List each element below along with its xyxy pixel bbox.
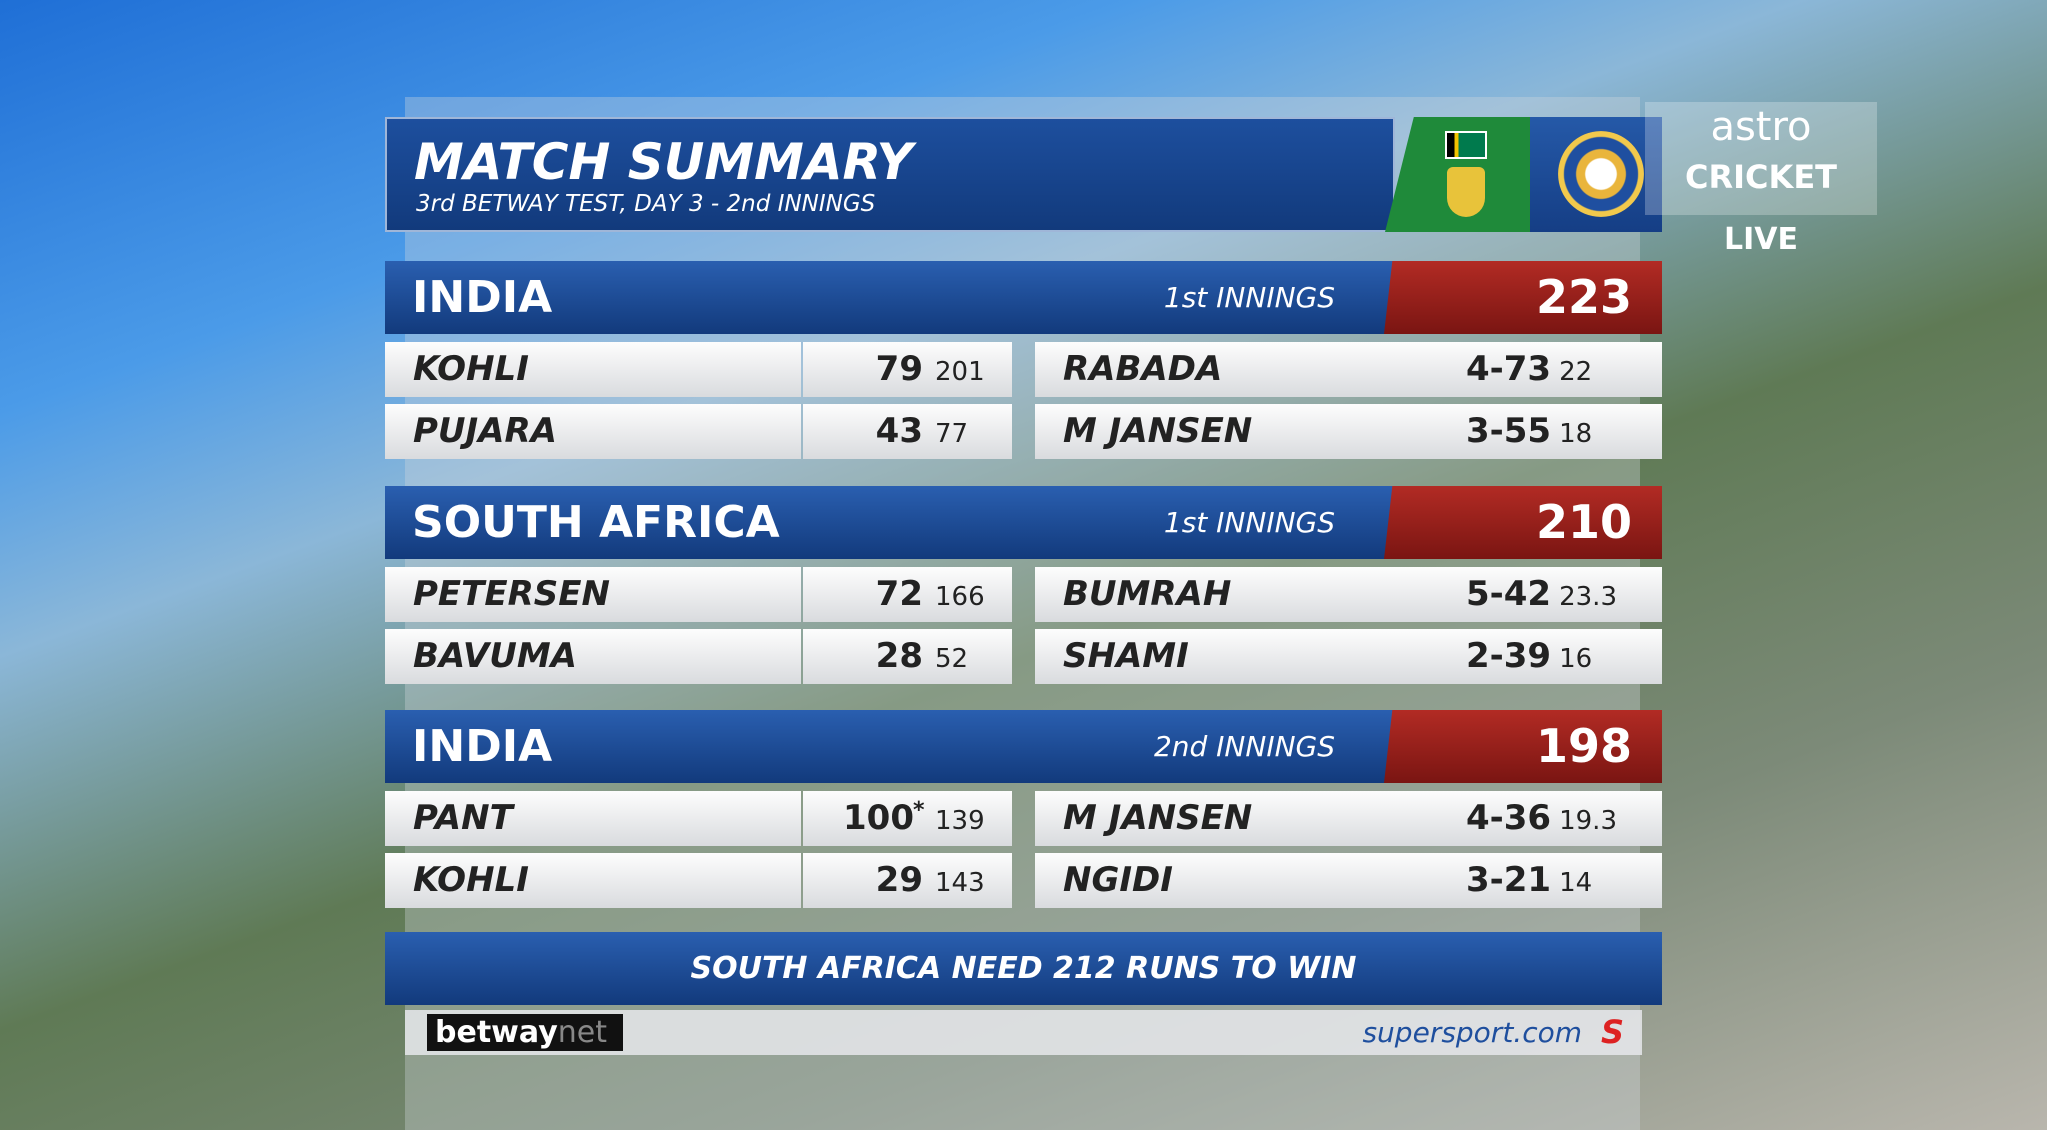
innings-label: 1st INNINGS	[1163, 281, 1335, 314]
batter-score: 79 201	[803, 342, 1012, 397]
innings-bar: INDIA 2nd INNINGS	[385, 710, 1395, 783]
batter-score: 43 77	[803, 404, 1012, 459]
team-name: INDIA	[412, 272, 553, 323]
bowler-name: RABADA	[1035, 342, 1416, 397]
overs: 23.3	[1559, 582, 1617, 612]
batter-score: 29 143	[803, 853, 1012, 908]
bcci-logo	[1558, 131, 1644, 217]
batter-name: KOHLI	[385, 342, 801, 397]
batter-name: PUJARA	[385, 404, 801, 459]
flag-icon	[1445, 131, 1487, 159]
innings-label: 1st INNINGS	[1163, 506, 1335, 539]
india-crest	[1530, 117, 1662, 232]
bowler-figures: 4-73 22	[1416, 342, 1662, 397]
batter-name: KOHLI	[385, 853, 801, 908]
balls: 201	[935, 357, 985, 387]
supersport-icon: S	[1600, 1013, 1624, 1051]
bowler-figures: 3-55 18	[1416, 404, 1662, 459]
bowler-name: SHAMI	[1035, 629, 1416, 684]
bowler-name: BUMRAH	[1035, 567, 1416, 622]
overs: 19.3	[1559, 806, 1617, 836]
figures: 4-73	[1466, 349, 1552, 389]
innings-total: 210	[1384, 486, 1662, 559]
live-label: LIVE	[1724, 222, 1798, 257]
runs: 43	[875, 411, 923, 451]
team-name: SOUTH AFRICA	[412, 497, 780, 548]
subtitle: 3rd BETWAY TEST, DAY 3 - 2nd INNINGS	[416, 191, 876, 217]
balls: 166	[935, 582, 985, 612]
innings-bar: INDIA 1st INNINGS	[385, 261, 1395, 334]
batter-score: 100* 139	[803, 791, 1012, 846]
result-banner: SOUTH AFRICA NEED 212 RUNS TO WIN	[385, 932, 1662, 1005]
innings-bar: SOUTH AFRICA 1st INNINGS	[385, 486, 1395, 559]
sponsor-left-suffix: net	[557, 1015, 607, 1050]
bowler-figures: 3-21 14	[1416, 853, 1662, 908]
crest-icon	[1447, 167, 1485, 217]
innings-total: 223	[1384, 261, 1662, 334]
title: MATCH SUMMARY	[414, 133, 913, 191]
overs: 16	[1559, 644, 1593, 674]
bowler-name: M JANSEN	[1035, 404, 1416, 459]
team-name: INDIA	[412, 721, 553, 772]
sponsor-strip: betwaynet supersport.com S	[405, 1010, 1642, 1055]
batter-name: PANT	[385, 791, 801, 846]
brand: astro	[1710, 104, 1812, 150]
bowler-figures: 5-42 23.3	[1416, 567, 1662, 622]
figures: 4-36	[1466, 798, 1552, 838]
bowler-figures: 2-39 16	[1416, 629, 1662, 684]
bowler-name: M JANSEN	[1035, 791, 1416, 846]
betway-logo: betwaynet	[427, 1014, 623, 1051]
sponsor-left: betway	[435, 1015, 558, 1050]
innings-label: 2nd INNINGS	[1153, 730, 1335, 763]
figures: 5-42	[1466, 574, 1552, 614]
runs: 29	[875, 860, 923, 900]
balls: 139	[935, 806, 985, 836]
balls: 143	[935, 868, 985, 898]
header: MATCH SUMMARY 3rd BETWAY TEST, DAY 3 - 2…	[385, 117, 1395, 232]
runs: 28	[875, 636, 923, 676]
runs: 79	[875, 349, 923, 389]
figures: 3-21	[1466, 860, 1552, 900]
batter-score: 72 166	[803, 567, 1012, 622]
innings-total: 198	[1384, 710, 1662, 783]
not-out-mark: *	[913, 798, 925, 823]
south-africa-crest	[1385, 117, 1545, 232]
sponsor-right: supersport.com	[1362, 1016, 1582, 1049]
runs: 72	[875, 574, 923, 614]
runs: 100	[843, 798, 914, 838]
figures: 3-55	[1466, 411, 1552, 451]
batter-name: PETERSEN	[385, 567, 801, 622]
overs: 14	[1559, 868, 1593, 898]
channel: CRICKET	[1685, 158, 1837, 196]
balls: 52	[935, 644, 969, 674]
bowler-name: NGIDI	[1035, 853, 1416, 908]
overs: 22	[1559, 357, 1593, 387]
batter-score: 28 52	[803, 629, 1012, 684]
overs: 18	[1559, 419, 1593, 449]
bowler-figures: 4-36 19.3	[1416, 791, 1662, 846]
balls: 77	[935, 419, 969, 449]
figures: 2-39	[1466, 636, 1552, 676]
broadcaster-logo: astro CRICKET	[1645, 102, 1877, 215]
batter-name: BAVUMA	[385, 629, 801, 684]
